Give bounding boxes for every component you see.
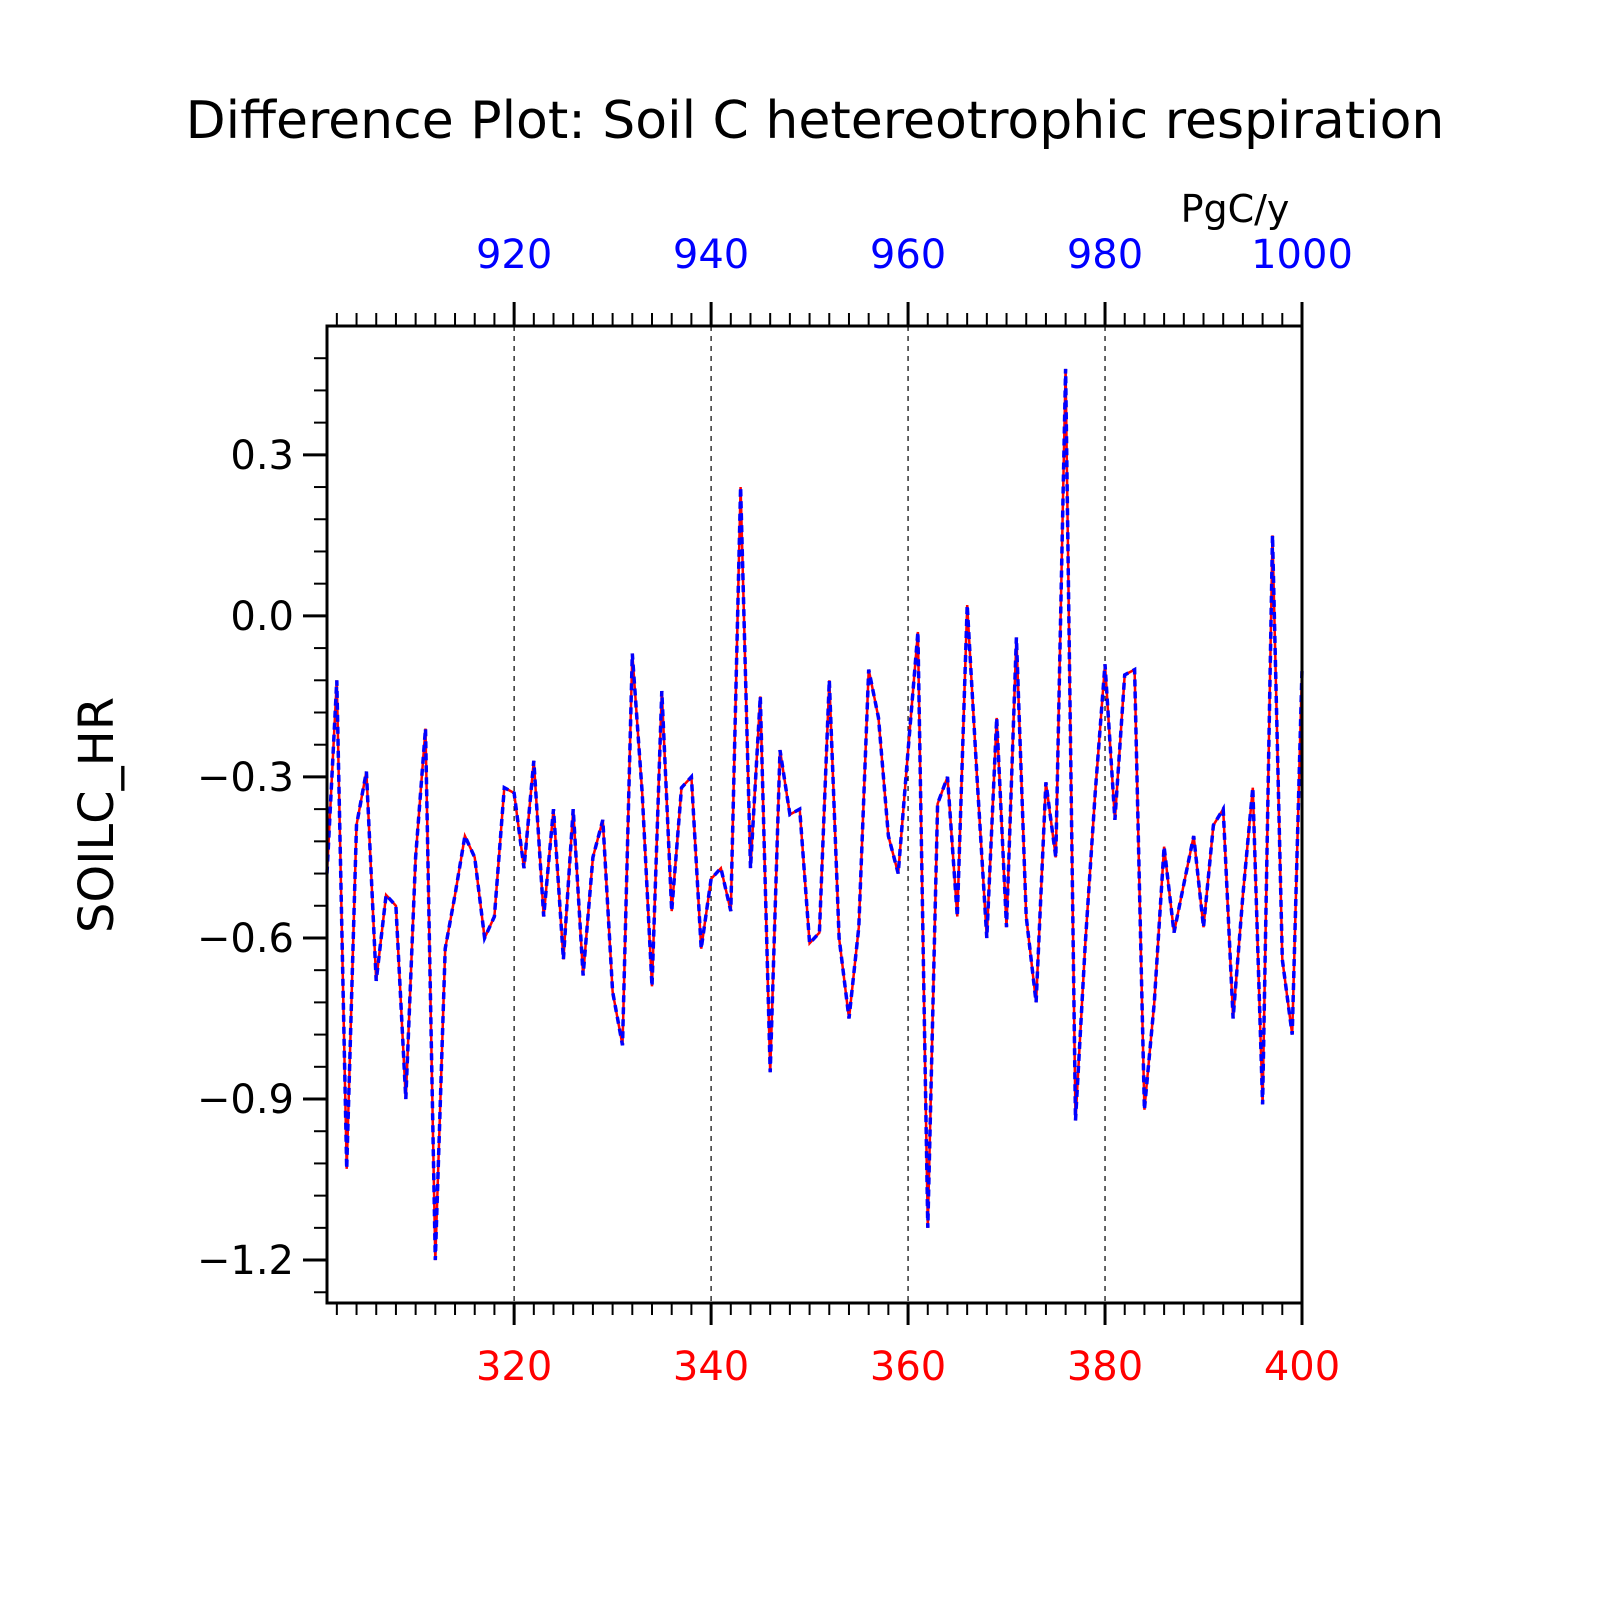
x-tick-label-top: 960	[870, 232, 946, 278]
x-tick-label-top: 980	[1067, 232, 1143, 278]
x-tick-label-bottom: 340	[673, 1344, 749, 1390]
x-tick-label-top: 920	[476, 232, 552, 278]
x-tick-label-top: 940	[673, 232, 749, 278]
y-tick-label: −1.2	[197, 1238, 294, 1284]
x-tick-label-bottom: 400	[1264, 1344, 1340, 1390]
axis-ticks	[303, 302, 1304, 1325]
y-tick-label: −0.6	[197, 916, 294, 962]
x-tick-label-bottom: 320	[476, 1344, 552, 1390]
series-lines	[325, 368, 1304, 1261]
units-label: PgC/y	[1181, 187, 1290, 231]
plot-frame	[325, 324, 1304, 1305]
x-tick-label-top: 1000	[1251, 232, 1353, 278]
y-tick-label: 0.3	[230, 433, 294, 479]
x-tick-label-bottom: 380	[1067, 1344, 1143, 1390]
tick-labels: 320 340 360 380 400 920 940 960 980 1000 0.3 0.0 −0.…	[197, 232, 1353, 1390]
y-axis-label: SOILC_HR	[69, 697, 125, 933]
x-tick-label-bottom: 360	[870, 1344, 946, 1390]
y-tick-label: 0.0	[230, 594, 294, 640]
series-line-red	[325, 368, 1304, 1261]
y-tick-label: −0.9	[197, 1077, 294, 1123]
y-tick-label: −0.3	[197, 755, 294, 801]
chart-title: Difference Plot: Soil C hetereotrophic r…	[186, 91, 1445, 151]
series-line-blue	[325, 368, 1304, 1261]
grid-lines	[513, 326, 1106, 1303]
